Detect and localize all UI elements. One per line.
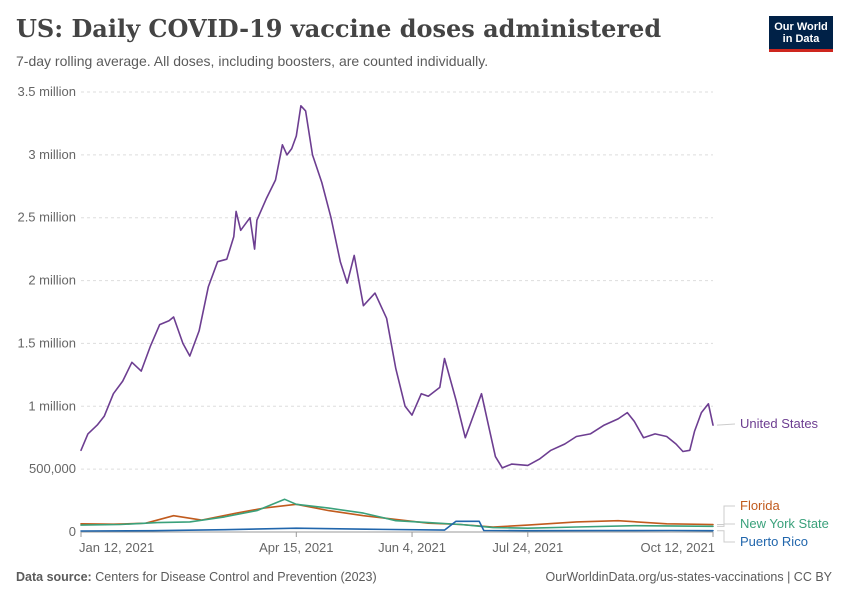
label-connector: [717, 530, 735, 543]
y-tick-label: 0: [69, 524, 76, 539]
data-source: Data source: Centers for Disease Control…: [16, 570, 377, 584]
data-source-label: Data source:: [16, 570, 92, 584]
logo-line-2: in Data: [782, 33, 820, 45]
y-tick-label: 500,000: [29, 461, 76, 476]
source-link[interactable]: OurWorldinData.org/us-states-vaccination…: [545, 570, 832, 584]
label-connector: [717, 523, 735, 527]
x-tick-label: Jan 12, 2021: [79, 540, 154, 555]
line-chart[interactable]: 0 500,000 1 million 1.5 million 2 million 2.5…: [0, 0, 850, 560]
y-tick-label: 2 million: [28, 273, 76, 288]
y-tick-label: 1.5 million: [17, 335, 76, 350]
data-source-text: Centers for Disease Control and Preventi…: [95, 570, 377, 584]
chart-title: US: Daily COVID-19 vaccine doses adminis…: [16, 14, 662, 43]
x-tick-label: Oct 12, 2021: [641, 540, 715, 555]
series-label-new-york-state[interactable]: New York State: [740, 516, 829, 531]
y-tick-label: 3 million: [28, 147, 76, 162]
y-tick-label: 3.5 million: [17, 84, 76, 99]
y-tick-label: 2.5 million: [17, 210, 76, 225]
series-line-united-states[interactable]: [80, 105, 714, 469]
series-lines[interactable]: [80, 105, 714, 532]
label-connector: [716, 423, 736, 426]
series-line-puerto-rico[interactable]: [80, 520, 714, 532]
x-tick-label: Jul 24, 2021: [492, 540, 563, 555]
series-labels[interactable]: United States Florida New York State Puerto…: [716, 416, 829, 549]
grid-lines: [81, 91, 713, 470]
series-line-florida[interactable]: [80, 503, 714, 528]
logo-line-1: Our World: [774, 21, 828, 33]
series-label-florida[interactable]: Florida: [740, 498, 781, 513]
owid-logo[interactable]: Our World in Data: [769, 16, 833, 52]
x-axis: Jan 12, 2021 Apr 15, 2021 Jun 4, 2021 Jul 2…: [79, 531, 715, 555]
x-tick-label: Apr 15, 2021: [259, 540, 333, 555]
x-tick-label: Jun 4, 2021: [378, 540, 446, 555]
y-axis-tick-labels: 0 500,000 1 million 1.5 million 2 million 2.5…: [17, 84, 76, 539]
series-label-puerto-rico[interactable]: Puerto Rico: [740, 534, 808, 549]
series-line-new-york-state[interactable]: [80, 498, 714, 530]
label-connector: [717, 505, 735, 525]
y-tick-label: 1 million: [28, 398, 76, 413]
chart-subtitle: 7-day rolling average. All doses, includ…: [16, 53, 489, 69]
series-label-united-states[interactable]: United States: [740, 416, 819, 431]
